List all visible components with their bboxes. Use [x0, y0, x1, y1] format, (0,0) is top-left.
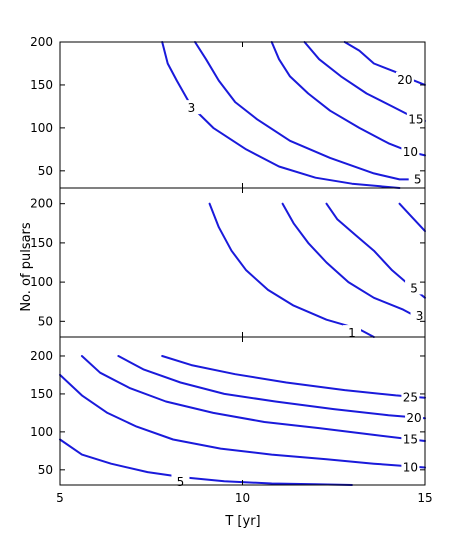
- contour-label-bg: [405, 410, 424, 425]
- contour-line-3: [281, 202, 426, 323]
- contour-line-7: [398, 202, 426, 233]
- y-tick-label: 100: [30, 121, 53, 135]
- y-tick-label: 100: [30, 425, 53, 439]
- contour-label-1: 1: [348, 326, 356, 340]
- contour-label-bg: [408, 171, 427, 186]
- x-tick-label: 5: [56, 491, 64, 505]
- contour-label-10: 10: [403, 145, 418, 159]
- y-tick-label: 100: [30, 275, 53, 289]
- contour-label-5: 5: [414, 172, 422, 186]
- contour-line-20: [343, 41, 426, 86]
- x-tick-label: 15: [417, 491, 432, 505]
- contour-label-bg: [182, 100, 201, 115]
- contour-line-10: [270, 41, 426, 157]
- contour-label-bg: [395, 71, 414, 86]
- y-axis-title: No. of pulsars: [19, 222, 34, 312]
- contour-line-20: [117, 355, 426, 420]
- y-tick-label: 150: [30, 78, 53, 92]
- panel-2: 1 3 5 50 100 150 200: [30, 187, 429, 340]
- x-tick-label: 10: [235, 491, 250, 505]
- contour-label-25: 25: [403, 391, 418, 405]
- contour-label-15: 15: [408, 112, 423, 126]
- contour-label-bg: [405, 280, 424, 295]
- y-tick-label: 50: [38, 164, 53, 178]
- contour-label-20: 20: [397, 73, 412, 87]
- y-tick-label: 200: [30, 349, 53, 363]
- contour-label-3: 3: [416, 309, 424, 323]
- contour-label-bg: [406, 111, 425, 126]
- contour-line-1: [208, 202, 375, 338]
- contour-label-bg: [410, 307, 429, 322]
- y-tick-label: 50: [38, 314, 53, 328]
- panel-1: 3 5 10 15 20 50 100 150 200: [30, 35, 427, 189]
- y-tick-label: 200: [30, 35, 53, 49]
- contour-label-bg: [343, 325, 361, 340]
- contour-label-15: 15: [403, 432, 418, 446]
- y-tick-label: 150: [30, 236, 53, 250]
- contour-label-bg: [401, 431, 420, 446]
- y-tick-label: 50: [38, 463, 53, 477]
- y-tick-label: 150: [30, 387, 53, 401]
- panel-3: 5 10 15 20 25 50 100 150 200 5 10 15: [30, 336, 433, 505]
- contour-line-10: [59, 373, 426, 469]
- contour-label-bg: [401, 459, 420, 474]
- panel-frame: [59, 187, 426, 338]
- contour-label-5: 5: [410, 281, 418, 295]
- y-tick-label: 200: [30, 197, 53, 211]
- contour-label-10: 10: [403, 461, 418, 475]
- contour-line-15: [80, 355, 426, 442]
- x-axis-title: T [yr]: [224, 514, 260, 529]
- contour-line-5: [194, 41, 426, 181]
- contour-label-3: 3: [188, 101, 196, 115]
- contour-label-bg: [401, 143, 420, 158]
- contour-line-3: [161, 41, 401, 189]
- contour-label-bg: [171, 473, 190, 488]
- contour-label-20: 20: [406, 411, 421, 425]
- panel-frame: [59, 41, 426, 189]
- contour-label-5: 5: [177, 475, 185, 489]
- contour-line-25: [161, 355, 426, 399]
- contour-label-bg: [401, 389, 420, 404]
